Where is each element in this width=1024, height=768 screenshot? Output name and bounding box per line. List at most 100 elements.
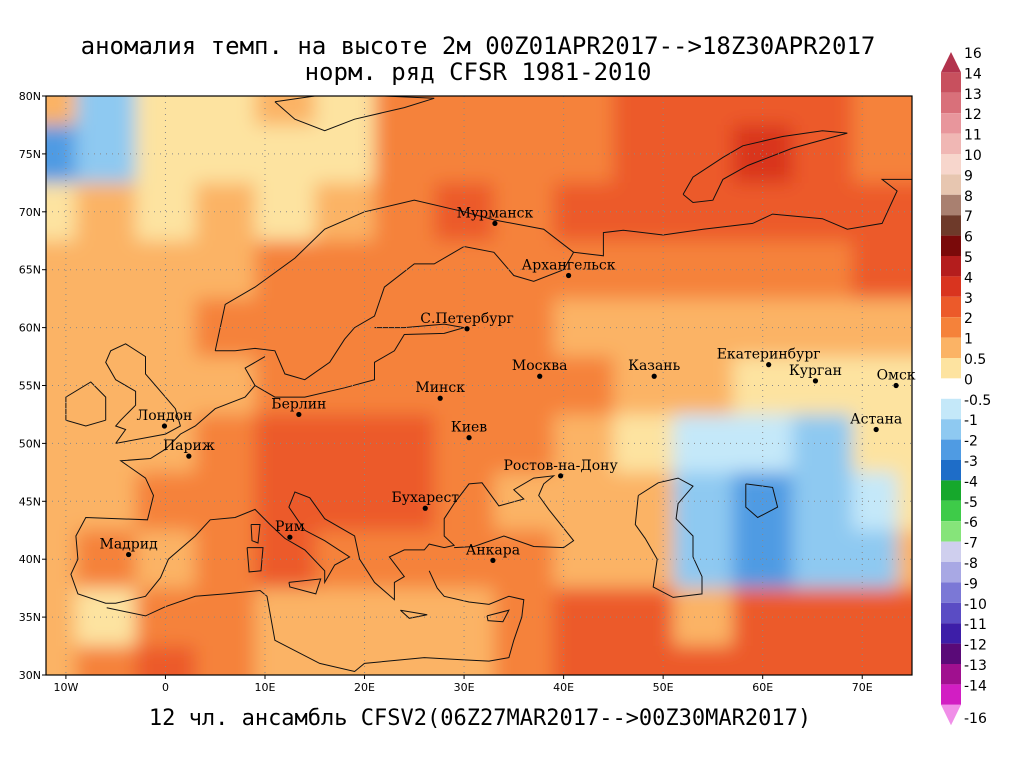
- anomaly-cell: [553, 414, 615, 474]
- city-label: Мадрид: [100, 537, 159, 553]
- coastline-path: [214, 199, 575, 381]
- legend-label: 11: [964, 128, 982, 144]
- city-marker-dot: [437, 395, 443, 401]
- city-label: Москва: [512, 358, 568, 374]
- anomaly-cell: [673, 588, 734, 648]
- city-label: Мурманск: [457, 205, 534, 221]
- anomaly-cell: [852, 124, 899, 184]
- legend-swatch: [941, 460, 961, 481]
- legend-swatch: [941, 521, 961, 542]
- anomaly-cell: [46, 646, 77, 675]
- anomaly-cell: [195, 240, 257, 300]
- city-label: Архангельск: [522, 257, 616, 273]
- anomaly-cell: [46, 530, 77, 590]
- city-marker-dot: [492, 220, 498, 226]
- city-marker-dot: [422, 505, 428, 511]
- legend-arrow-bottom: [941, 704, 961, 726]
- anomaly-cell: [255, 472, 316, 532]
- anomaly-cell: [852, 646, 899, 675]
- anomaly-cell: [852, 414, 899, 474]
- city-marker-dot: [893, 382, 899, 389]
- anomaly-cell: [195, 124, 257, 184]
- anomaly-cell: [195, 472, 257, 532]
- legend-swatch: [941, 154, 961, 175]
- lat-tick-label: 70N: [19, 206, 41, 219]
- anomaly-cell: [314, 240, 376, 300]
- coastline-path: [244, 323, 465, 398]
- legend-swatch: [941, 378, 961, 399]
- city-marker-dot: [490, 557, 496, 563]
- anomaly-cell: [673, 530, 734, 590]
- legend-label: 1: [964, 332, 973, 348]
- anomaly-cell: [314, 356, 376, 416]
- legend-label: 5: [964, 250, 973, 266]
- coastline-path: [246, 547, 264, 573]
- legend-label: -1: [964, 413, 978, 429]
- lon-tick-label: 0: [162, 681, 169, 694]
- legend-swatch: [941, 480, 961, 501]
- legend-swatch: [941, 664, 961, 685]
- legend-label: -2: [964, 434, 978, 450]
- anomaly-cell: [792, 646, 854, 675]
- anomaly-cell: [46, 588, 77, 648]
- anomaly-cell: [195, 530, 257, 590]
- coastline-path: [634, 477, 703, 598]
- coastline-path: [106, 570, 525, 673]
- anomaly-cell: [195, 356, 257, 416]
- legend-label: -16: [964, 711, 987, 727]
- anomaly-cell: [255, 240, 316, 300]
- city-marker-dot: [186, 453, 192, 459]
- legend-swatch: [941, 72, 961, 93]
- legend-swatch: [941, 358, 961, 379]
- legend-label: -4: [964, 474, 978, 490]
- legend-swatch: [941, 276, 961, 297]
- lat-tick-label: 65N: [19, 264, 41, 277]
- anomaly-cell: [374, 356, 436, 416]
- legend-swatch: [941, 419, 961, 440]
- anomaly-cell: [897, 646, 912, 675]
- anomaly-cell: [732, 414, 794, 474]
- legend-label: 12: [964, 107, 982, 123]
- anomaly-cell: [135, 124, 197, 184]
- lat-tick-label: 35N: [19, 611, 41, 624]
- city-marker-dot: [873, 426, 879, 433]
- legend-swatch: [941, 296, 961, 318]
- legend-label: -10: [964, 597, 987, 613]
- city-marker-dot: [464, 326, 470, 332]
- anomaly-cell: [852, 472, 899, 532]
- anomaly-cell: [374, 240, 436, 300]
- city-label: Екатеринбург: [717, 347, 821, 363]
- anomaly-cell: [374, 414, 436, 474]
- legend-swatch: [941, 235, 961, 256]
- anomaly-cell: [673, 356, 734, 416]
- anomaly-cell: [195, 646, 257, 675]
- anomaly-cell: [852, 588, 899, 648]
- legend-label: 14: [964, 66, 982, 82]
- anomaly-heat-field: [46, 96, 912, 675]
- lon-tick-label: 40E: [553, 681, 574, 694]
- lat-tick-label: 60N: [19, 322, 41, 335]
- lat-tick-label: 50N: [19, 437, 41, 450]
- lat-tick-label: 40N: [19, 553, 41, 566]
- legend-label: -0.5: [964, 393, 991, 409]
- legend-swatch: [941, 439, 961, 460]
- legend-swatch: [941, 215, 961, 236]
- legend-swatch: [941, 92, 961, 114]
- anomaly-cell: [852, 530, 899, 590]
- anomaly-cell: [493, 414, 555, 474]
- anomaly-cell: [314, 472, 376, 532]
- anomaly-cell: [46, 472, 77, 532]
- legend-label: -5: [964, 495, 978, 511]
- coastline-path: [400, 609, 428, 619]
- anomaly-cell: [673, 240, 734, 300]
- coastline-path: [682, 130, 848, 204]
- city-label: Лондон: [137, 408, 193, 424]
- anomaly-cell: [46, 240, 77, 300]
- legend-swatch: [941, 398, 961, 420]
- city-marker-dot: [466, 435, 472, 441]
- anomaly-cell: [493, 646, 555, 675]
- anomaly-cell: [314, 588, 376, 648]
- legend-label: 0: [964, 372, 973, 388]
- anomaly-cell: [852, 298, 899, 358]
